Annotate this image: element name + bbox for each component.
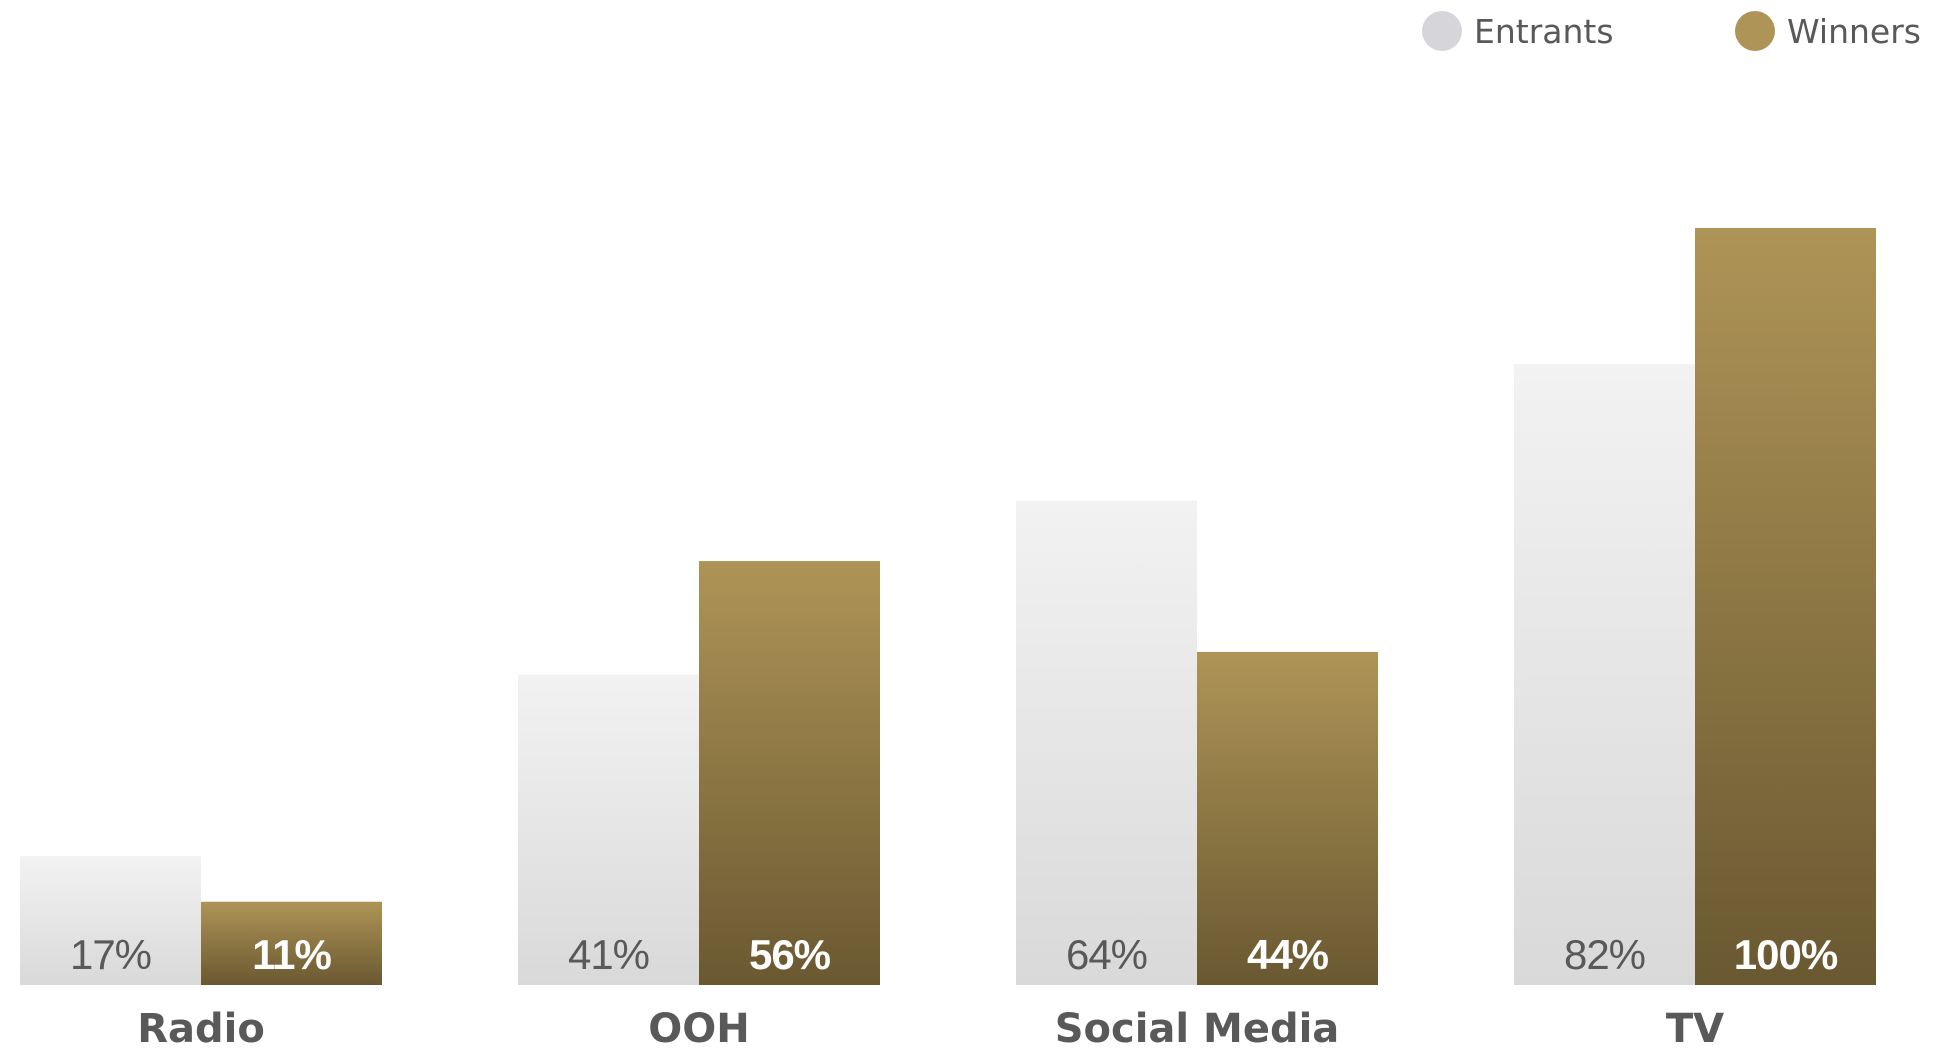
legend-label-winners: Winners	[1787, 11, 1921, 51]
bars-group	[20, 228, 1876, 985]
bar-entrants-ooh	[518, 674, 699, 985]
category-label-radio: Radio	[137, 1006, 265, 1052]
legend-swatch-entrants	[1422, 11, 1462, 51]
bar-winners-social-media	[1197, 651, 1378, 985]
value-label-entrants-tv: 82%	[1564, 931, 1645, 978]
value-label-entrants-ooh: 41%	[568, 931, 649, 978]
value-label-winners-tv: 100%	[1734, 931, 1838, 978]
bar-winners-radio	[201, 901, 382, 985]
legend-swatch-winners	[1735, 11, 1775, 51]
value-label-winners-social-media: 44%	[1247, 931, 1329, 978]
bar-entrants-radio	[20, 856, 201, 985]
category-label-social-media: Social Media	[1055, 1006, 1340, 1052]
category-label-ooh: OOH	[648, 1006, 749, 1052]
legend-item-winners: Winners	[1735, 8, 1921, 54]
value-label-entrants-radio: 17%	[70, 931, 151, 978]
value-label-winners-ooh: 56%	[749, 931, 831, 978]
bar-winners-tv	[1695, 228, 1876, 985]
category-label-tv: TV	[1666, 1006, 1724, 1052]
bar-winners-ooh	[699, 561, 880, 985]
category-labels-group: Radio OOH Social Media TV	[137, 1006, 1724, 1052]
value-labels-group: 17% 11% 41% 56% 64% 44% 82% 100%	[70, 931, 1839, 978]
bar-entrants-social-media	[1016, 500, 1197, 985]
value-label-entrants-social-media: 64%	[1066, 931, 1147, 978]
legend-label-entrants: Entrants	[1474, 11, 1614, 51]
legend-item-entrants: Entrants	[1422, 8, 1614, 54]
bar-entrants-tv	[1514, 364, 1695, 985]
value-label-winners-radio: 11%	[252, 931, 331, 978]
